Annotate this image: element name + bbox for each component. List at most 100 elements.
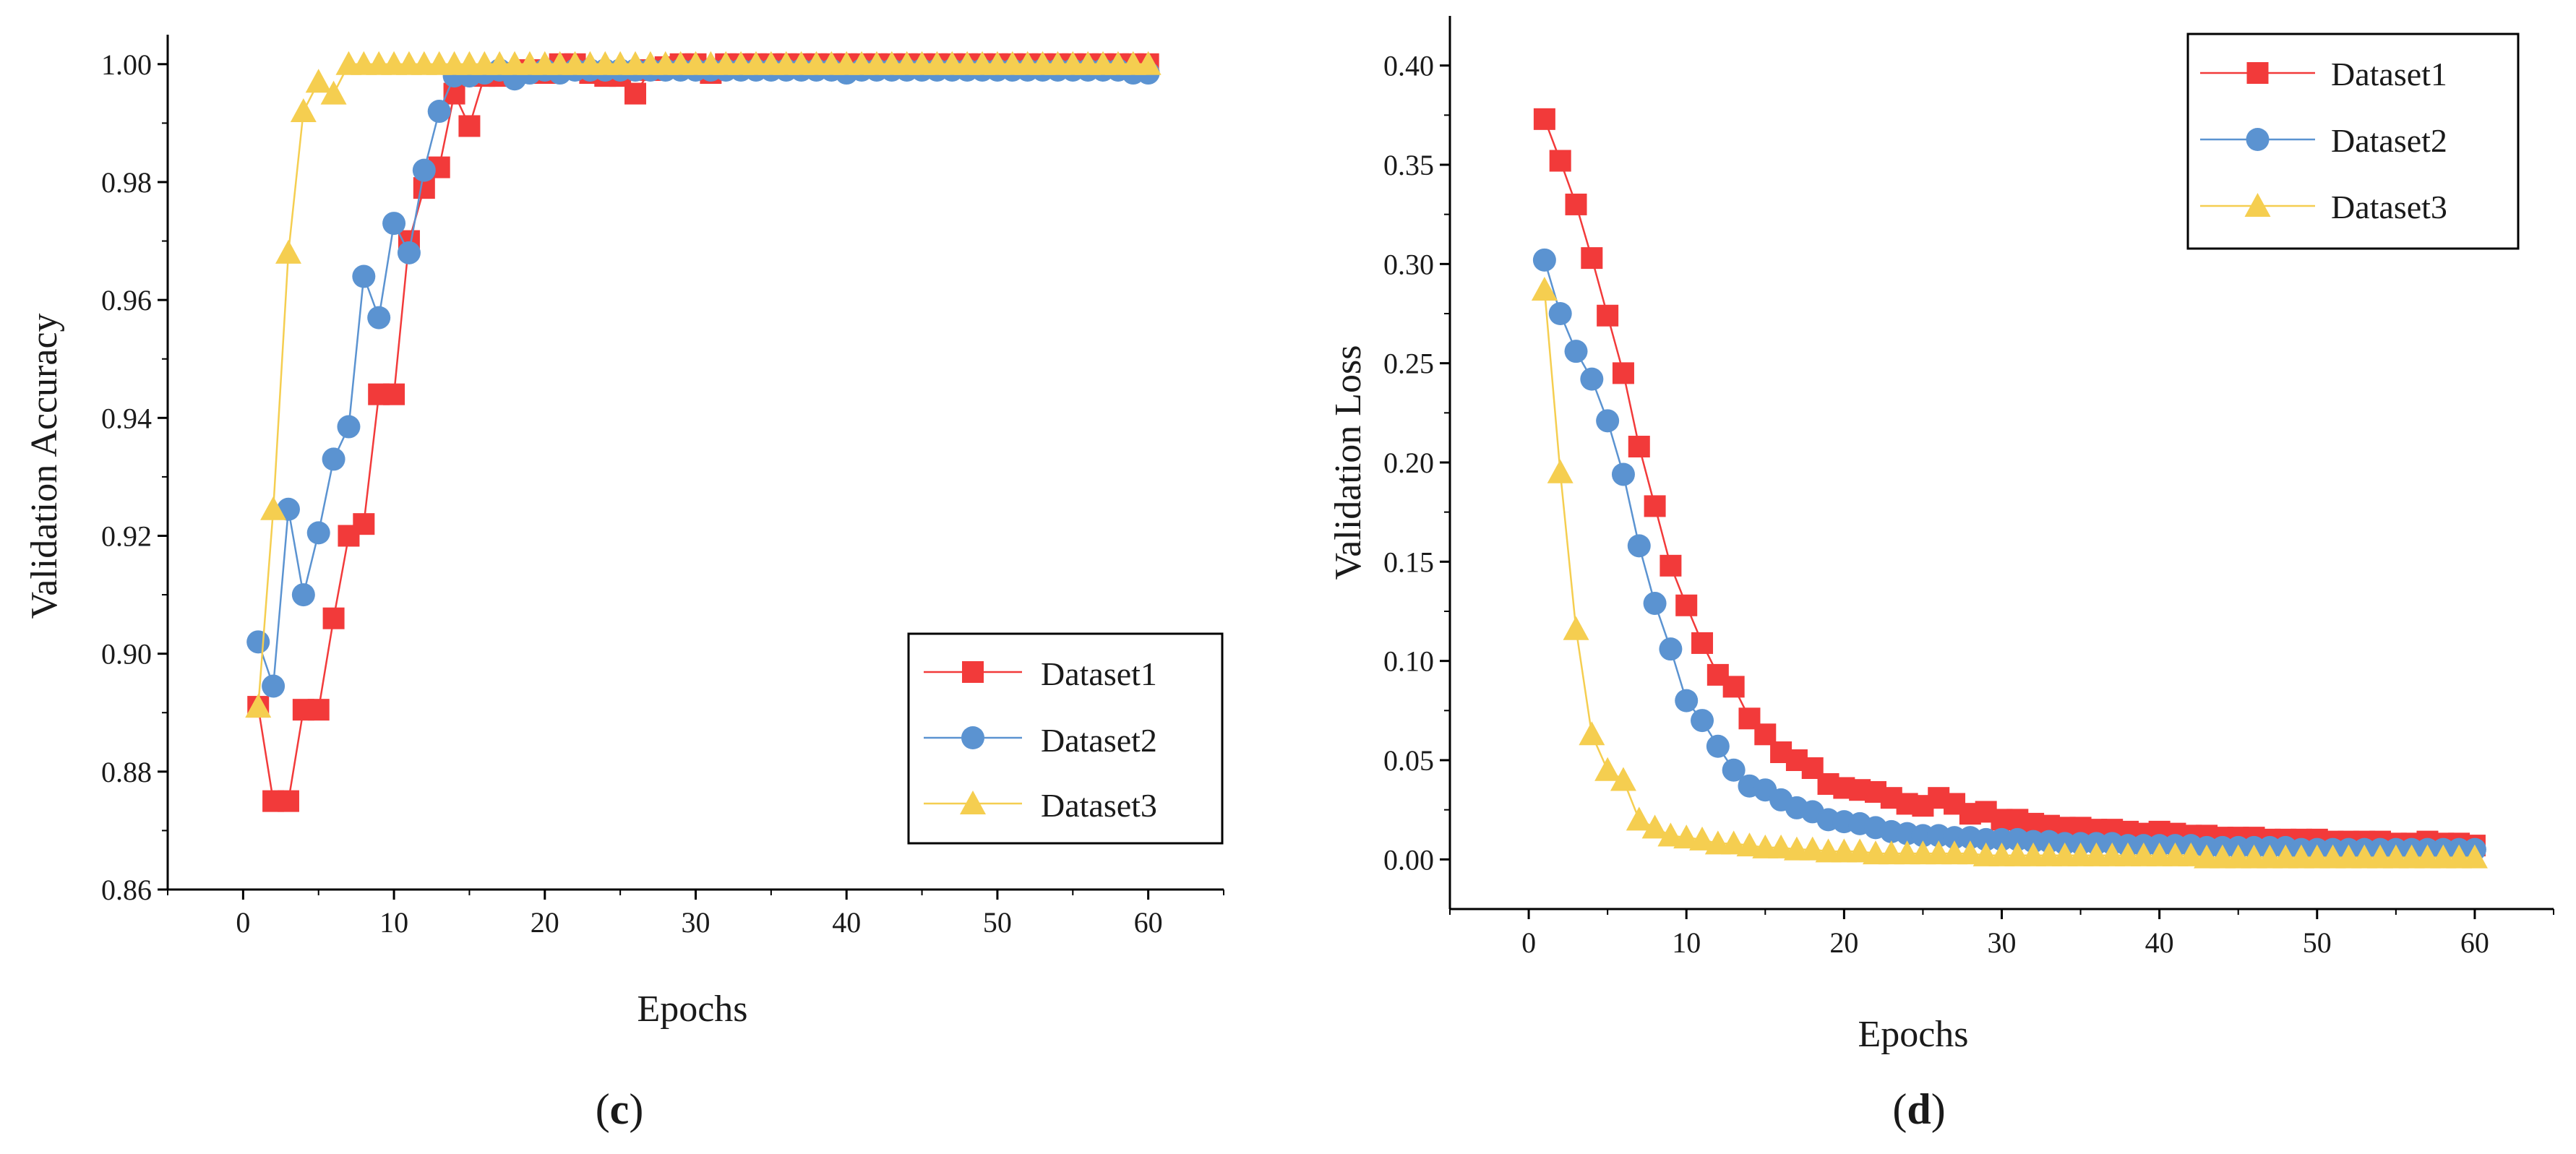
data-point-dataset2	[427, 100, 451, 124]
data-point-dataset2	[382, 212, 406, 236]
data-point-dataset2	[352, 264, 376, 288]
data-point-dataset2	[1596, 409, 1620, 433]
data-point-dataset3	[1563, 616, 1589, 640]
data-point-dataset1	[1691, 632, 1714, 654]
data-point-dataset1	[322, 607, 345, 629]
data-point-dataset1	[624, 82, 647, 105]
data-point-dataset1	[1722, 676, 1745, 698]
data-point-dataset2	[1691, 709, 1714, 733]
legend-label-dataset1: Dataset1	[2331, 56, 2447, 92]
y-tick-label: 0.98	[101, 166, 152, 199]
data-point-dataset1	[1660, 554, 1682, 577]
x-tick-label: 40	[2145, 926, 2174, 959]
data-point-dataset1	[1597, 304, 1619, 327]
data-point-dataset2	[1580, 367, 1604, 391]
y-tick-label: 1.00	[101, 48, 152, 81]
x-tick-label: 0	[1521, 926, 1536, 959]
data-point-dataset3	[1720, 830, 1747, 855]
data-point-dataset3	[1957, 840, 1983, 865]
data-point-dataset2	[262, 674, 285, 698]
y-tick-label: 0.35	[1383, 149, 1434, 181]
y-tick-label: 0.20	[1383, 447, 1434, 479]
legend-label-dataset2: Dataset2	[2331, 122, 2447, 159]
data-point-dataset2	[1722, 758, 1746, 782]
x-tick-label: 30	[682, 906, 710, 939]
y-tick-label: 0.25	[1383, 348, 1434, 380]
legend-label-dataset3: Dataset3	[1041, 787, 1157, 824]
data-point-dataset3	[1799, 836, 1826, 861]
legend-box	[2186, 33, 2520, 250]
data-point-dataset3	[1531, 277, 1558, 301]
data-point-dataset2	[246, 630, 270, 654]
data-point-dataset1	[1644, 495, 1666, 517]
x-tick-label: 50	[2303, 926, 2332, 959]
data-point-dataset1	[353, 513, 375, 535]
data-point-dataset1	[1565, 193, 1587, 215]
legend-entry-dataset3: Dataset3	[2200, 189, 2447, 225]
plot-area-c: 0.86 0.88 0.90 0.92 0.94 0.96 0.98 1.00 0 10 20 30 4…	[101, 35, 1224, 939]
data-point-dataset2	[412, 158, 436, 182]
legend-entry-dataset1: Dataset1	[2200, 56, 2447, 92]
x-axis-title-c: Epochs	[637, 989, 747, 1030]
data-point-dataset1	[1549, 150, 1571, 172]
x-tick-label: 20	[1829, 926, 1858, 959]
x-tick-label: 20	[531, 906, 559, 939]
data-point-dataset3	[1736, 832, 1763, 857]
x-tick-label: 30	[1988, 926, 2017, 959]
legend-marker-dataset2	[2246, 128, 2270, 151]
legend-entry-dataset1: Dataset1	[924, 655, 1157, 692]
data-point-dataset3	[1579, 721, 1605, 746]
x-tick-label: 50	[983, 906, 1012, 939]
y-tick-label: 0.30	[1383, 248, 1434, 280]
data-point-dataset3	[1594, 757, 1621, 781]
x-tick-label: 60	[1134, 906, 1163, 939]
data-point-dataset2	[1532, 248, 1556, 272]
data-point-dataset2	[1611, 462, 1635, 486]
data-point-dataset1	[277, 790, 299, 812]
legend-label-dataset3: Dataset3	[2331, 189, 2447, 225]
data-point-dataset3	[260, 496, 287, 520]
y-tick-label: 0.92	[101, 520, 152, 552]
data-point-dataset1	[1533, 108, 1555, 130]
data-point-dataset2	[322, 447, 345, 471]
legend-label-dataset1: Dataset1	[1041, 655, 1157, 692]
x-tick-label: 0	[236, 906, 250, 939]
legend-entry-dataset2: Dataset2	[2200, 122, 2447, 159]
data-point-dataset2	[397, 241, 421, 264]
data-point-dataset3	[1689, 826, 1716, 851]
x-tick-label: 10	[1672, 926, 1701, 959]
data-point-dataset2	[1706, 734, 1730, 758]
data-point-dataset2	[367, 306, 391, 330]
data-point-dataset3	[275, 239, 301, 264]
y-tick-label: 0.88	[101, 756, 152, 788]
data-point-dataset2	[1643, 592, 1667, 616]
data-point-dataset3	[1673, 824, 1700, 849]
x-tick-label: 40	[832, 906, 861, 939]
data-point-dataset1	[458, 115, 481, 137]
data-point-dataset2	[1564, 340, 1588, 363]
y-tick-label: 0.05	[1383, 744, 1434, 777]
plot-area-d: 0.00 0.05 0.10 0.15 0.20 0.25 0.30 0.35 0.40 0 10 2…	[1383, 16, 2554, 959]
data-point-dataset3	[305, 69, 332, 93]
y-axis-title-d: Validation Loss	[1328, 345, 1369, 580]
legend-marker-dataset3	[2244, 193, 2271, 217]
data-point-dataset1	[1581, 247, 1603, 270]
legend-c: Dataset1 Dataset2 Dataset3	[907, 632, 1224, 845]
y-axis-title-c: Validation Accuracy	[24, 313, 65, 619]
data-point-dataset3	[245, 694, 272, 718]
data-point-dataset3	[320, 80, 347, 105]
y-tick-label: 0.10	[1383, 645, 1434, 678]
data-point-dataset3	[1547, 459, 1573, 483]
data-point-dataset3	[1135, 51, 1162, 75]
legend-marker-dataset1	[962, 661, 984, 683]
series-markers-dataset3	[1531, 277, 2488, 869]
chart-panel-c: 0.86 0.88 0.90 0.92 0.94 0.96 0.98 1.00 0 10 20 30 4…	[24, 35, 1224, 1133]
data-point-dataset3	[1626, 806, 1652, 831]
y-tick-label: 0.90	[101, 638, 152, 671]
chart-panel-d: 0.00 0.05 0.10 0.15 0.20 0.25 0.30 0.35 0.40 0 10 2…	[1328, 16, 2554, 1133]
data-point-dataset3	[290, 98, 317, 123]
y-tick-label: 0.15	[1383, 546, 1434, 578]
data-point-dataset1	[1675, 594, 1698, 616]
data-point-dataset2	[1548, 302, 1572, 325]
